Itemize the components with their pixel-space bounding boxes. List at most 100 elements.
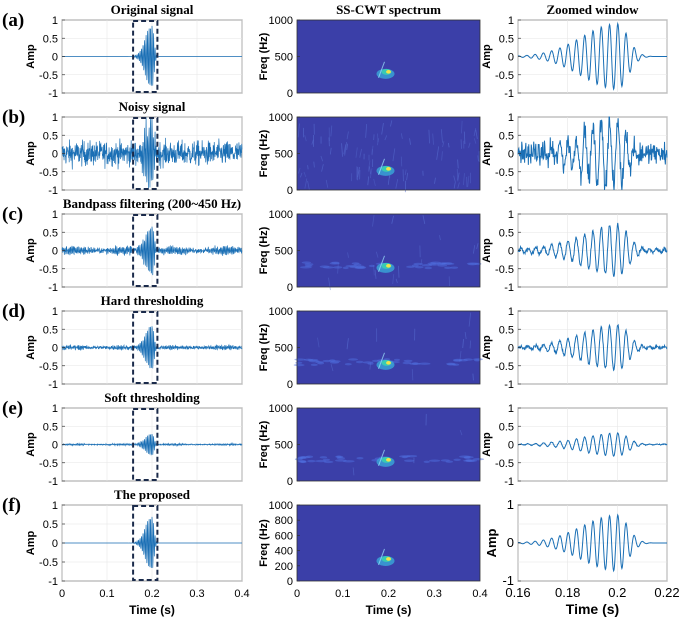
heatmap-band: [348, 358, 359, 361]
heatmap-band: [444, 266, 452, 270]
heatmap-band: [474, 359, 481, 362]
y-tick-label: -0.5: [39, 361, 58, 373]
y-tick-label: 1: [52, 306, 58, 318]
row-title: Bandpass filtering (200~450 Hz): [63, 196, 241, 211]
heatmap-band: [299, 266, 312, 269]
y-tick-label: 500: [275, 343, 293, 355]
y-tick-label: -1: [502, 573, 514, 588]
x-tick-label: 0.22: [654, 585, 679, 600]
y-tick-label: -1: [504, 88, 514, 100]
heatmap-band: [423, 460, 430, 463]
heatmap-band: [450, 266, 459, 269]
heatmap-band: [317, 362, 325, 365]
heatmap-streak: [374, 269, 377, 279]
waveform-line: [62, 516, 242, 568]
heatmap-streak: [459, 429, 463, 436]
heatmap-ridge: [378, 255, 385, 273]
heatmap-streak: [453, 175, 456, 183]
heatmap-streak: [468, 312, 472, 327]
heatmap-ridge: [378, 449, 385, 467]
heatmap-streak: [467, 175, 470, 187]
panel-signal: 1 0.5 0 -0.5 -1 Amp: [25, 306, 243, 391]
heatmap-streak: [384, 135, 388, 141]
heatmap-streak: [468, 142, 471, 148]
heatmap-streak: [321, 164, 324, 172]
heatmap-streak: [422, 215, 426, 224]
y-tick-label: -0.5: [39, 458, 58, 470]
panel-zoom: Zoomed window 1 0.5 0 -0.5 -1 Amp: [481, 2, 668, 100]
y-tick-label: 0.5: [43, 130, 58, 142]
heatmap-streak: [462, 339, 464, 349]
heatmap-streak: [307, 165, 309, 170]
y-axis-label: Amp: [481, 44, 493, 69]
heatmap-streak: [311, 139, 314, 145]
heatmap-band: [293, 363, 305, 367]
y-tick-label: 0: [52, 246, 58, 258]
heatmap-streak: [343, 144, 347, 155]
heatmap-streak: [457, 159, 459, 169]
heatmap-streak: [346, 131, 349, 140]
heatmap-band: [294, 458, 303, 461]
heatmap-streak: [398, 265, 400, 278]
waveform-line: [517, 513, 667, 573]
heatmap-streak: [317, 337, 320, 348]
heatmap-streak: [404, 169, 407, 176]
heatmap-band: [393, 358, 400, 362]
heatmap-streak: [387, 175, 390, 185]
waveform-line: [517, 431, 668, 457]
y-tick-label: -1: [48, 476, 58, 488]
panel-signal: 1 0.5 0 -0.5 -1 Amp 0 0.1 0.2 0.3 0.4 Time (s): [25, 500, 250, 617]
heatmap-band: [465, 459, 478, 462]
heatmap-band: [418, 362, 431, 365]
x-tick-label: 0.16: [505, 585, 530, 600]
panel-signal: 1 0.5 0 -0.5 -1 Amp: [25, 209, 243, 294]
heatmap-band: [308, 359, 320, 363]
row-soft: (e) Soft thresholding 1 0.5 0 -0.5 -1 Amp 1000 50…: [2, 390, 668, 488]
heatmap-streak: [328, 277, 331, 291]
row-tag: (f): [2, 495, 21, 516]
y-tick-label: -1: [48, 185, 58, 197]
heatmap-streak: [473, 138, 477, 144]
heatmap-streak: [376, 138, 379, 146]
y-tick-label: -0.5: [39, 264, 58, 276]
heatmap-band: [467, 262, 477, 266]
heatmap-streak: [395, 278, 398, 283]
heatmap-band: [295, 361, 303, 364]
y-tick-label: -1: [504, 282, 514, 294]
waveform-line: [61, 326, 243, 369]
y-tick-label: -0.5: [39, 70, 58, 82]
x-tick-label: 0: [59, 588, 65, 600]
heatmap-band: [336, 457, 346, 460]
heatmap-streak: [375, 251, 379, 258]
zoom-window-box: [132, 408, 159, 481]
y-tick-label: 400: [275, 546, 293, 558]
heatmap-streak: [329, 147, 332, 155]
heatmap-streak: [457, 182, 460, 189]
heatmap-band: [301, 261, 312, 264]
y-tick-label: 0: [52, 538, 58, 550]
heatmap-streak: [313, 161, 315, 168]
heatmap-streak: [439, 235, 441, 241]
heatmap-band: [367, 362, 374, 365]
y-axis-label: Amp: [481, 432, 493, 457]
row-title: Noisy signal: [119, 99, 186, 114]
heatmap-background: [297, 505, 480, 581]
heatmap-streak: [456, 168, 459, 182]
heatmap-streak: [367, 160, 371, 172]
zoom-window-box: [132, 311, 159, 384]
heatmap-streak: [395, 179, 399, 189]
y-tick-label: 0: [52, 343, 58, 355]
y-axis-label: Amp: [25, 44, 37, 69]
panel-zoom: 1 0.5 0 -0.5 -1 Amp: [481, 306, 668, 391]
y-tick-label: 1: [52, 500, 58, 512]
y-tick-label: -0.5: [495, 458, 514, 470]
heatmap-band: [355, 360, 364, 364]
waveform-line: [61, 433, 243, 456]
y-tick-label: -0.5: [495, 167, 514, 179]
heatmap-streak: [381, 122, 384, 135]
panel-spectrum: 1000 500 0 Freq (Hz): [258, 403, 485, 488]
zoom-window-box: [132, 117, 159, 190]
heatmap-streak: [297, 123, 300, 138]
y-axis-label: Amp: [25, 335, 37, 360]
